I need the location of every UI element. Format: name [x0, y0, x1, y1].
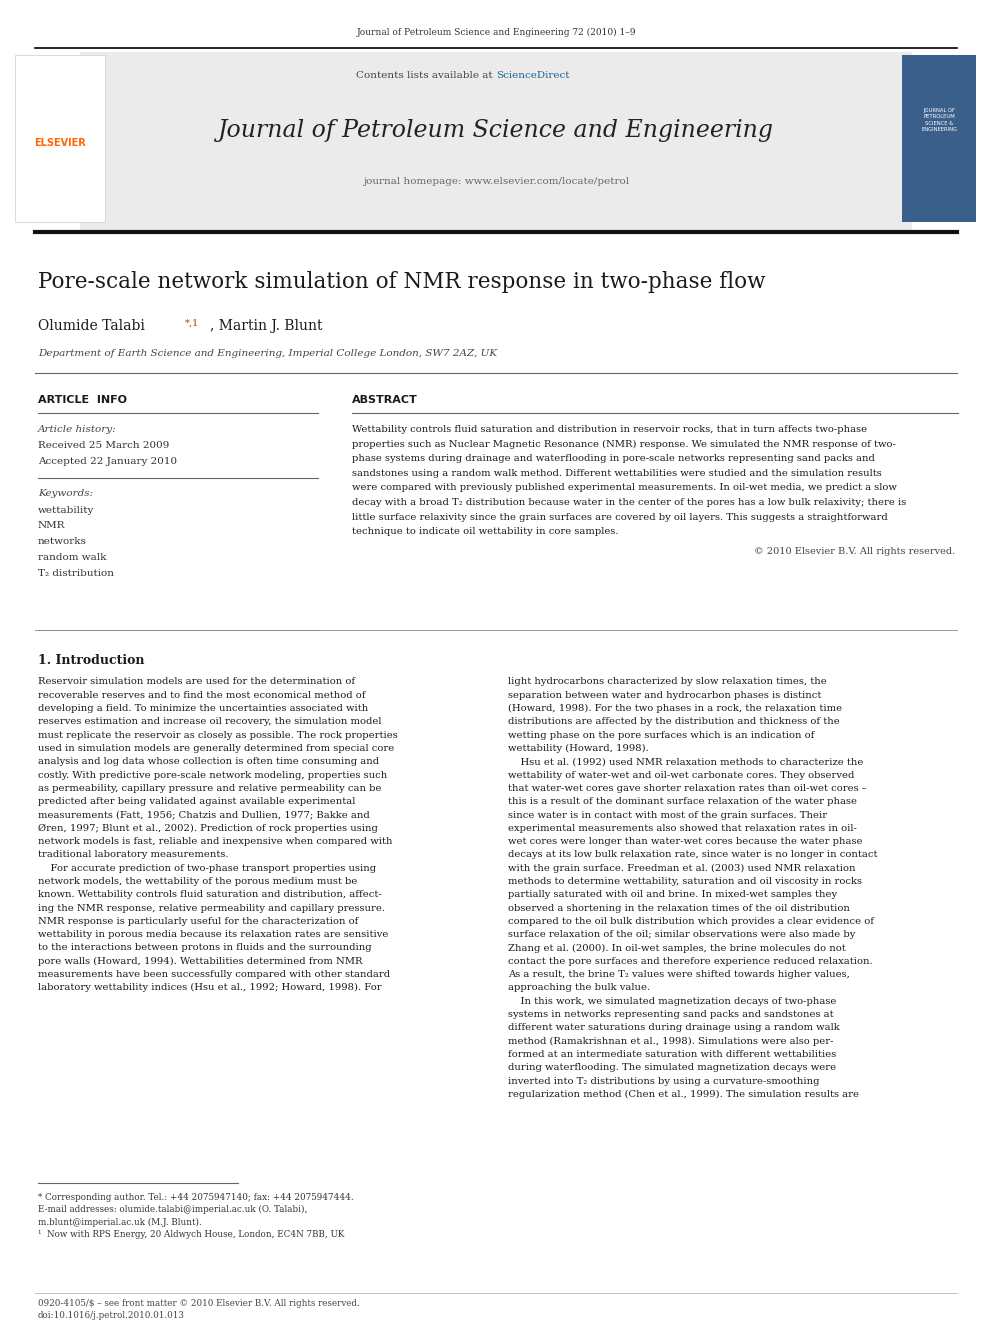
Text: used in simulation models are generally determined from special core: used in simulation models are generally … — [38, 744, 394, 753]
Text: Article history:: Article history: — [38, 426, 117, 434]
Text: that water-wet cores gave shorter relaxation rates than oil-wet cores –: that water-wet cores gave shorter relaxa… — [508, 785, 867, 792]
Text: m.blunt@imperial.ac.uk (M.J. Blunt).: m.blunt@imperial.ac.uk (M.J. Blunt). — [38, 1217, 201, 1226]
Text: doi:10.1016/j.petrol.2010.01.013: doi:10.1016/j.petrol.2010.01.013 — [38, 1311, 185, 1320]
Text: wettability: wettability — [38, 505, 94, 515]
Text: Olumide Talabi: Olumide Talabi — [38, 319, 145, 333]
Text: Received 25 March 2009: Received 25 March 2009 — [38, 442, 170, 451]
Text: costly. With predictive pore-scale network modeling, properties such: costly. With predictive pore-scale netwo… — [38, 770, 387, 779]
Text: compared to the oil bulk distribution which provides a clear evidence of: compared to the oil bulk distribution wh… — [508, 917, 874, 926]
Text: wettability in porous media because its relaxation rates are sensitive: wettability in porous media because its … — [38, 930, 389, 939]
Text: wettability (Howard, 1998).: wettability (Howard, 1998). — [508, 744, 649, 753]
Text: experimental measurements also showed that relaxation rates in oil-: experimental measurements also showed th… — [508, 824, 857, 832]
Text: networks: networks — [38, 537, 87, 546]
Text: measurements have been successfully compared with other standard: measurements have been successfully comp… — [38, 970, 390, 979]
Text: T₂ distribution: T₂ distribution — [38, 569, 114, 578]
Text: ScienceDirect: ScienceDirect — [496, 70, 569, 79]
Text: known. Wettability controls fluid saturation and distribution, affect-: known. Wettability controls fluid satura… — [38, 890, 382, 900]
Text: wetting phase on the pore surfaces which is an indication of: wetting phase on the pore surfaces which… — [508, 730, 814, 740]
Text: 0920-4105/$ – see front matter © 2010 Elsevier B.V. All rights reserved.: 0920-4105/$ – see front matter © 2010 El… — [38, 1299, 360, 1308]
Text: ABSTRACT: ABSTRACT — [352, 396, 418, 405]
Text: this is a result of the dominant surface relaxation of the water phase: this is a result of the dominant surface… — [508, 798, 857, 806]
Text: reserves estimation and increase oil recovery, the simulation model: reserves estimation and increase oil rec… — [38, 717, 382, 726]
Text: Keywords:: Keywords: — [38, 490, 93, 499]
Text: properties such as Nuclear Magnetic Resonance (NMR) response. We simulated the N: properties such as Nuclear Magnetic Reso… — [352, 441, 896, 448]
Text: journal homepage: www.elsevier.com/locate/petrol: journal homepage: www.elsevier.com/locat… — [363, 177, 629, 187]
Text: Contents lists available at: Contents lists available at — [356, 70, 496, 79]
Text: Reservoir simulation models are used for the determination of: Reservoir simulation models are used for… — [38, 677, 355, 687]
Text: distributions are affected by the distribution and thickness of the: distributions are affected by the distri… — [508, 717, 840, 726]
Text: NMR response is particularly useful for the characterization of: NMR response is particularly useful for … — [38, 917, 358, 926]
Text: sandstones using a random walk method. Different wettabilities were studied and : sandstones using a random walk method. D… — [352, 468, 882, 478]
Text: light hydrocarbons characterized by slow relaxation times, the: light hydrocarbons characterized by slow… — [508, 677, 826, 687]
Text: to the interactions between protons in fluids and the surrounding: to the interactions between protons in f… — [38, 943, 372, 953]
Text: network models, the wettability of the porous medium must be: network models, the wettability of the p… — [38, 877, 357, 886]
Text: * Corresponding author. Tel.: +44 2075947140; fax: +44 2075947444.: * Corresponding author. Tel.: +44 207594… — [38, 1192, 353, 1201]
Text: Zhang et al. (2000). In oil-wet samples, the brine molecules do not: Zhang et al. (2000). In oil-wet samples,… — [508, 943, 846, 953]
Text: Øren, 1997; Blunt et al., 2002). Prediction of rock properties using: Øren, 1997; Blunt et al., 2002). Predict… — [38, 824, 378, 833]
Text: measurements (Fatt, 1956; Chatzis and Dullien, 1977; Bakke and: measurements (Fatt, 1956; Chatzis and Du… — [38, 811, 370, 819]
Text: method (Ramakrishnan et al., 1998). Simulations were also per-: method (Ramakrishnan et al., 1998). Simu… — [508, 1036, 833, 1045]
Text: NMR: NMR — [38, 521, 65, 531]
Text: little surface relaxivity since the grain surfaces are covered by oil layers. Th: little surface relaxivity since the grai… — [352, 512, 888, 521]
Text: since water is in contact with most of the grain surfaces. Their: since water is in contact with most of t… — [508, 811, 827, 819]
Text: ¹  Now with RPS Energy, 20 Aldwych House, London, EC4N 7BB, UK: ¹ Now with RPS Energy, 20 Aldwych House,… — [38, 1230, 344, 1240]
Text: systems in networks representing sand packs and sandstones at: systems in networks representing sand pa… — [508, 1009, 833, 1019]
Text: contact the pore surfaces and therefore experience reduced relaxation.: contact the pore surfaces and therefore … — [508, 957, 873, 966]
Text: inverted into T₂ distributions by using a curvature-smoothing: inverted into T₂ distributions by using … — [508, 1077, 819, 1085]
Text: observed a shortening in the relaxation times of the oil distribution: observed a shortening in the relaxation … — [508, 904, 850, 913]
Text: were compared with previously published experimental measurements. In oil-wet me: were compared with previously published … — [352, 483, 897, 492]
Text: surface relaxation of the oil; similar observations were also made by: surface relaxation of the oil; similar o… — [508, 930, 855, 939]
Text: In this work, we simulated magnetization decays of two-phase: In this work, we simulated magnetization… — [508, 996, 836, 1005]
Text: with the grain surface. Freedman et al. (2003) used NMR relaxation: with the grain surface. Freedman et al. … — [508, 864, 855, 873]
Text: technique to indicate oil wettability in core samples.: technique to indicate oil wettability in… — [352, 527, 618, 536]
Text: Accepted 22 January 2010: Accepted 22 January 2010 — [38, 456, 178, 466]
Text: random walk: random walk — [38, 553, 106, 562]
FancyBboxPatch shape — [15, 56, 105, 222]
Text: Journal of Petroleum Science and Engineering 72 (2010) 1–9: Journal of Petroleum Science and Enginee… — [356, 28, 636, 37]
Text: , Martin J. Blunt: , Martin J. Blunt — [209, 319, 322, 333]
Text: Wettability controls fluid saturation and distribution in reservoir rocks, that : Wettability controls fluid saturation an… — [352, 426, 867, 434]
Text: Journal of Petroleum Science and Engineering: Journal of Petroleum Science and Enginee… — [218, 119, 774, 142]
Text: traditional laboratory measurements.: traditional laboratory measurements. — [38, 851, 228, 860]
Text: phase systems during drainage and waterflooding in pore-scale networks represent: phase systems during drainage and waterf… — [352, 455, 875, 463]
Text: Hsu et al. (1992) used NMR relaxation methods to characterize the: Hsu et al. (1992) used NMR relaxation me… — [508, 757, 863, 766]
Text: wet cores were longer than water-wet cores because the water phase: wet cores were longer than water-wet cor… — [508, 837, 862, 847]
Text: during waterflooding. The simulated magnetization decays were: during waterflooding. The simulated magn… — [508, 1064, 836, 1072]
Text: (Howard, 1998). For the two phases in a rock, the relaxation time: (Howard, 1998). For the two phases in a … — [508, 704, 842, 713]
Text: as permeability, capillary pressure and relative permeability can be: as permeability, capillary pressure and … — [38, 785, 382, 792]
Text: ELSEVIER: ELSEVIER — [34, 138, 86, 148]
FancyBboxPatch shape — [80, 52, 912, 230]
Text: different water saturations during drainage using a random walk: different water saturations during drain… — [508, 1023, 840, 1032]
Text: decays at its low bulk relaxation rate, since water is no longer in contact: decays at its low bulk relaxation rate, … — [508, 851, 878, 860]
Text: *,1: *,1 — [185, 319, 199, 328]
Text: separation between water and hydrocarbon phases is distinct: separation between water and hydrocarbon… — [508, 691, 821, 700]
Text: must replicate the reservoir as closely as possible. The rock properties: must replicate the reservoir as closely … — [38, 730, 398, 740]
Text: 1. Introduction: 1. Introduction — [38, 654, 145, 667]
Text: network models is fast, reliable and inexpensive when compared with: network models is fast, reliable and ine… — [38, 837, 393, 847]
Text: For accurate prediction of two-phase transport properties using: For accurate prediction of two-phase tra… — [38, 864, 376, 873]
Text: recoverable reserves and to find the most economical method of: recoverable reserves and to find the mos… — [38, 691, 365, 700]
Text: laboratory wettability indices (Hsu et al., 1992; Howard, 1998). For: laboratory wettability indices (Hsu et a… — [38, 983, 382, 992]
Text: developing a field. To minimize the uncertainties associated with: developing a field. To minimize the unce… — [38, 704, 368, 713]
Text: Pore-scale network simulation of NMR response in two-phase flow: Pore-scale network simulation of NMR res… — [38, 271, 766, 292]
Text: formed at an intermediate saturation with different wettabilities: formed at an intermediate saturation wit… — [508, 1050, 836, 1058]
Text: pore walls (Howard, 1994). Wettabilities determined from NMR: pore walls (Howard, 1994). Wettabilities… — [38, 957, 362, 966]
Text: methods to determine wettability, saturation and oil viscosity in rocks: methods to determine wettability, satura… — [508, 877, 862, 886]
Text: Department of Earth Science and Engineering, Imperial College London, SW7 2AZ, U: Department of Earth Science and Engineer… — [38, 349, 497, 359]
Text: E-mail addresses: olumide.talabi@imperial.ac.uk (O. Talabi),: E-mail addresses: olumide.talabi@imperia… — [38, 1205, 308, 1215]
Text: wettability of water-wet and oil-wet carbonate cores. They observed: wettability of water-wet and oil-wet car… — [508, 770, 854, 779]
FancyBboxPatch shape — [902, 56, 976, 222]
Text: decay with a broad T₂ distribution because water in the center of the pores has : decay with a broad T₂ distribution becau… — [352, 497, 907, 507]
Text: ing the NMR response, relative permeability and capillary pressure.: ing the NMR response, relative permeabil… — [38, 904, 385, 913]
Text: As a result, the brine T₂ values were shifted towards higher values,: As a result, the brine T₂ values were sh… — [508, 970, 850, 979]
Text: regularization method (Chen et al., 1999). The simulation results are: regularization method (Chen et al., 1999… — [508, 1090, 859, 1099]
Text: ARTICLE  INFO: ARTICLE INFO — [38, 396, 127, 405]
Text: analysis and log data whose collection is often time consuming and: analysis and log data whose collection i… — [38, 757, 379, 766]
Text: predicted after being validated against available experimental: predicted after being validated against … — [38, 798, 355, 806]
Text: partially saturated with oil and brine. In mixed-wet samples they: partially saturated with oil and brine. … — [508, 890, 837, 900]
Text: approaching the bulk value.: approaching the bulk value. — [508, 983, 650, 992]
Text: © 2010 Elsevier B.V. All rights reserved.: © 2010 Elsevier B.V. All rights reserved… — [754, 548, 955, 557]
Text: JOURNAL OF
PETROLEUM
SCIENCE &
ENGINEERING: JOURNAL OF PETROLEUM SCIENCE & ENGINEERI… — [921, 107, 957, 132]
